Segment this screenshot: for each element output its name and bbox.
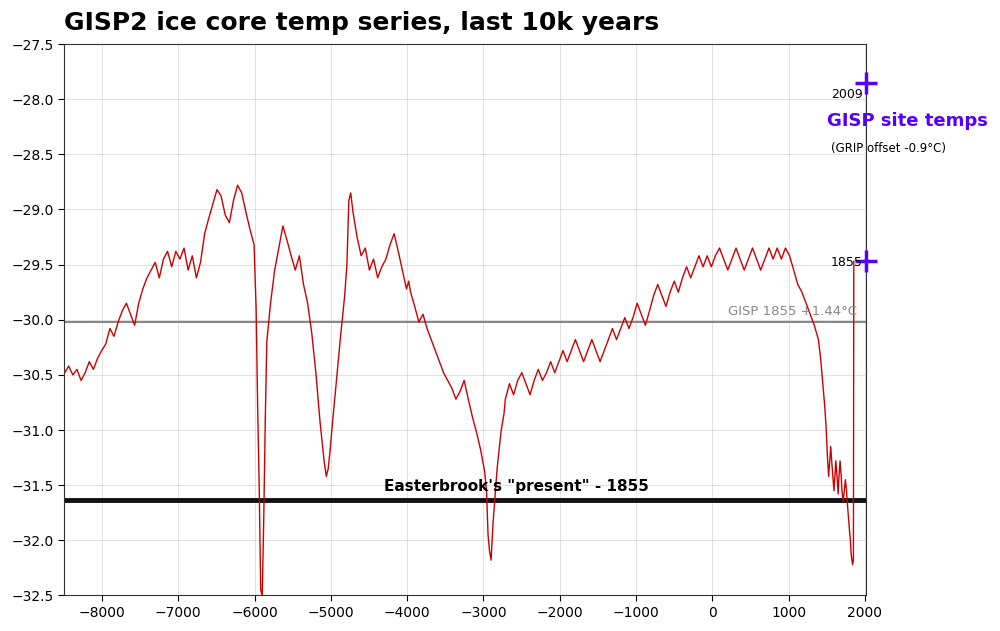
Text: GISP site temps: GISP site temps (827, 112, 988, 130)
Text: (GRIP offset -0.9°C): (GRIP offset -0.9°C) (831, 142, 946, 155)
Text: GISP2 ice core temp series, last 10k years: GISP2 ice core temp series, last 10k yea… (64, 11, 659, 35)
Text: Easterbrook's "present" - 1855: Easterbrook's "present" - 1855 (384, 479, 649, 494)
Text: 1855: 1855 (831, 256, 862, 269)
Text: GISP 1855 +1.44°C: GISP 1855 +1.44°C (728, 305, 857, 317)
Text: 2009: 2009 (831, 88, 862, 101)
